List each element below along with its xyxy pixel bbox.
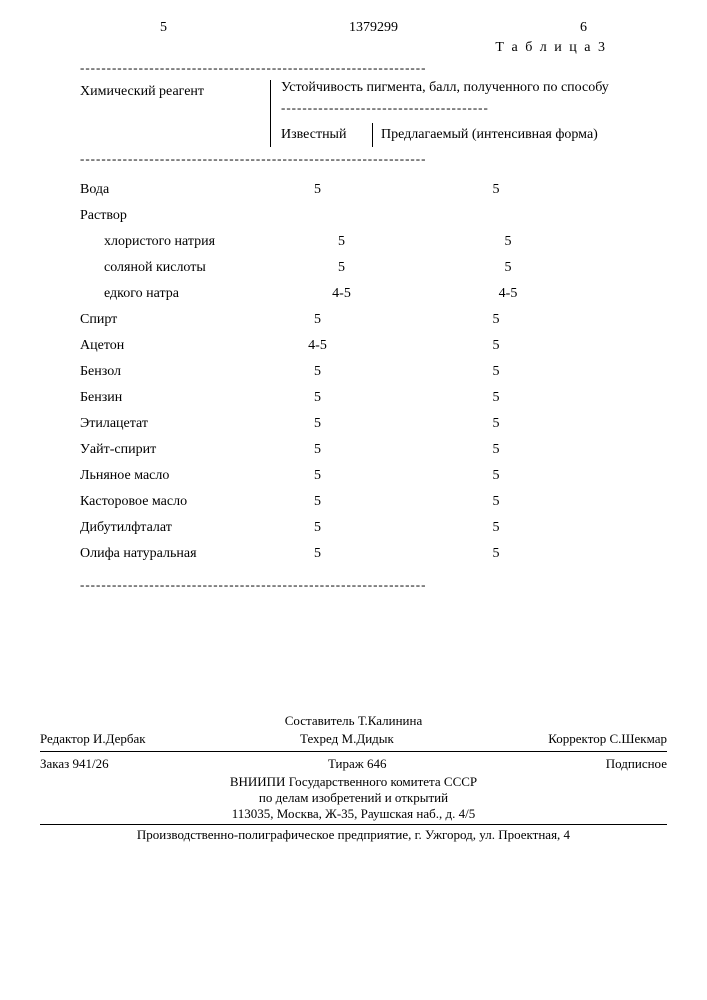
value-proposed: 5: [365, 468, 627, 484]
value-proposed: 5: [365, 390, 627, 406]
value-proposed: 5: [365, 364, 627, 380]
table-row: Олифа натуральная55: [80, 541, 627, 567]
reagent-label: Спирт: [80, 312, 270, 328]
reagent-label: Вода: [80, 182, 270, 198]
value-known: 4-5: [294, 286, 389, 302]
value-proposed: 5: [365, 182, 627, 198]
table-row: соляной кислоты55: [80, 255, 627, 281]
patent-number: 1379299: [167, 20, 580, 36]
reagent-label: Олифа натуральная: [80, 546, 270, 562]
print-house: Производственно-полиграфическое предприя…: [40, 827, 667, 843]
techred: Техред М.Дидык: [300, 731, 394, 747]
reagent-label: Ацетон: [80, 338, 270, 354]
table-row: Льняное масло55: [80, 463, 627, 489]
value-proposed: 5: [365, 546, 627, 562]
value-known: 5: [270, 312, 365, 328]
reagent-label: хлористого натрия: [80, 234, 294, 250]
value-known: 5: [270, 546, 365, 562]
tirage: Тираж 646: [328, 756, 387, 772]
reagent-label: Касторовое масло: [80, 494, 270, 510]
value-known: 5: [294, 234, 389, 250]
header-reagent: Химический реагент: [80, 80, 270, 147]
footer: Составитель Т.Калинина Редактор И.Дербак…: [40, 713, 667, 843]
value-known: 5: [270, 520, 365, 536]
reagent-label: Этилацетат: [80, 416, 270, 432]
table-header: Химический реагент Устойчивость пигмента…: [80, 80, 627, 147]
value-proposed: 5: [389, 260, 627, 276]
value-known: 5: [270, 182, 365, 198]
reagent-label: Уайт-спирит: [80, 442, 270, 458]
value-known: [270, 208, 365, 224]
value-proposed: 4-5: [389, 286, 627, 302]
reagent-label: едкого натра: [80, 286, 294, 302]
value-proposed: 5: [365, 416, 627, 432]
value-known: 5: [270, 390, 365, 406]
table-row: Дибутилфталат55: [80, 515, 627, 541]
table-row: Раствор: [80, 203, 627, 229]
value-known: 4-5: [270, 338, 365, 354]
org-line2: по делам изобретений и открытий: [40, 790, 667, 806]
table-row: хлористого натрия55: [80, 229, 627, 255]
reagent-label: Льняное масло: [80, 468, 270, 484]
value-known: 5: [270, 364, 365, 380]
value-proposed: [365, 208, 627, 224]
value-proposed: 5: [365, 494, 627, 510]
corrector: Корректор С.Шекмар: [548, 731, 667, 747]
col-5: 5: [160, 20, 167, 36]
table-row: Бензин55: [80, 385, 627, 411]
composer: Составитель Т.Калинина: [40, 713, 667, 729]
divider: ----------------------------------------…: [80, 151, 627, 167]
page-header: 5 1379299 6: [40, 20, 667, 36]
header-proposed: Предлагаемый (интенсивная форма): [373, 123, 627, 147]
table-body: Вода55Растворхлористого натрия55соляной …: [80, 177, 627, 567]
value-proposed: 5: [365, 312, 627, 328]
divider: ----------------------------------------…: [80, 577, 627, 593]
header-known: Известный: [281, 123, 373, 147]
divider: ----------------------------------------…: [80, 60, 627, 76]
value-proposed: 5: [365, 520, 627, 536]
org-line1: ВНИИПИ Государственного комитета СССР: [40, 774, 667, 790]
order: Заказ 941/26: [40, 756, 109, 772]
org-address: 113035, Москва, Ж-35, Раушская наб., д. …: [40, 806, 667, 822]
value-proposed: 5: [365, 442, 627, 458]
table-row: Касторовое масло55: [80, 489, 627, 515]
table-row: Уайт-спирит55: [80, 437, 627, 463]
table-row: Бензол55: [80, 359, 627, 385]
col-6: 6: [580, 20, 587, 36]
reagent-label: Бензол: [80, 364, 270, 380]
reagent-label: соляной кислоты: [80, 260, 294, 276]
reagent-label: Дибутилфталат: [80, 520, 270, 536]
table-row: Ацетон4-55: [80, 333, 627, 359]
table-label: Т а б л и ц а 3: [40, 40, 667, 56]
value-proposed: 5: [389, 234, 627, 250]
value-known: 5: [270, 468, 365, 484]
value-known: 5: [270, 494, 365, 510]
value-known: 5: [294, 260, 389, 276]
value-proposed: 5: [365, 338, 627, 354]
editor: Редактор И.Дербак: [40, 731, 146, 747]
value-known: 5: [270, 416, 365, 432]
table-row: едкого натра4-54-5: [80, 281, 627, 307]
table-row: Вода55: [80, 177, 627, 203]
header-stability: Устойчивость пигмента, балл, полученного…: [281, 80, 627, 96]
table-row: Этилацетат55: [80, 411, 627, 437]
value-known: 5: [270, 442, 365, 458]
subscript: Подписное: [606, 756, 667, 772]
reagent-label: Раствор: [80, 208, 270, 224]
table-row: Спирт55: [80, 307, 627, 333]
reagent-label: Бензин: [80, 390, 270, 406]
